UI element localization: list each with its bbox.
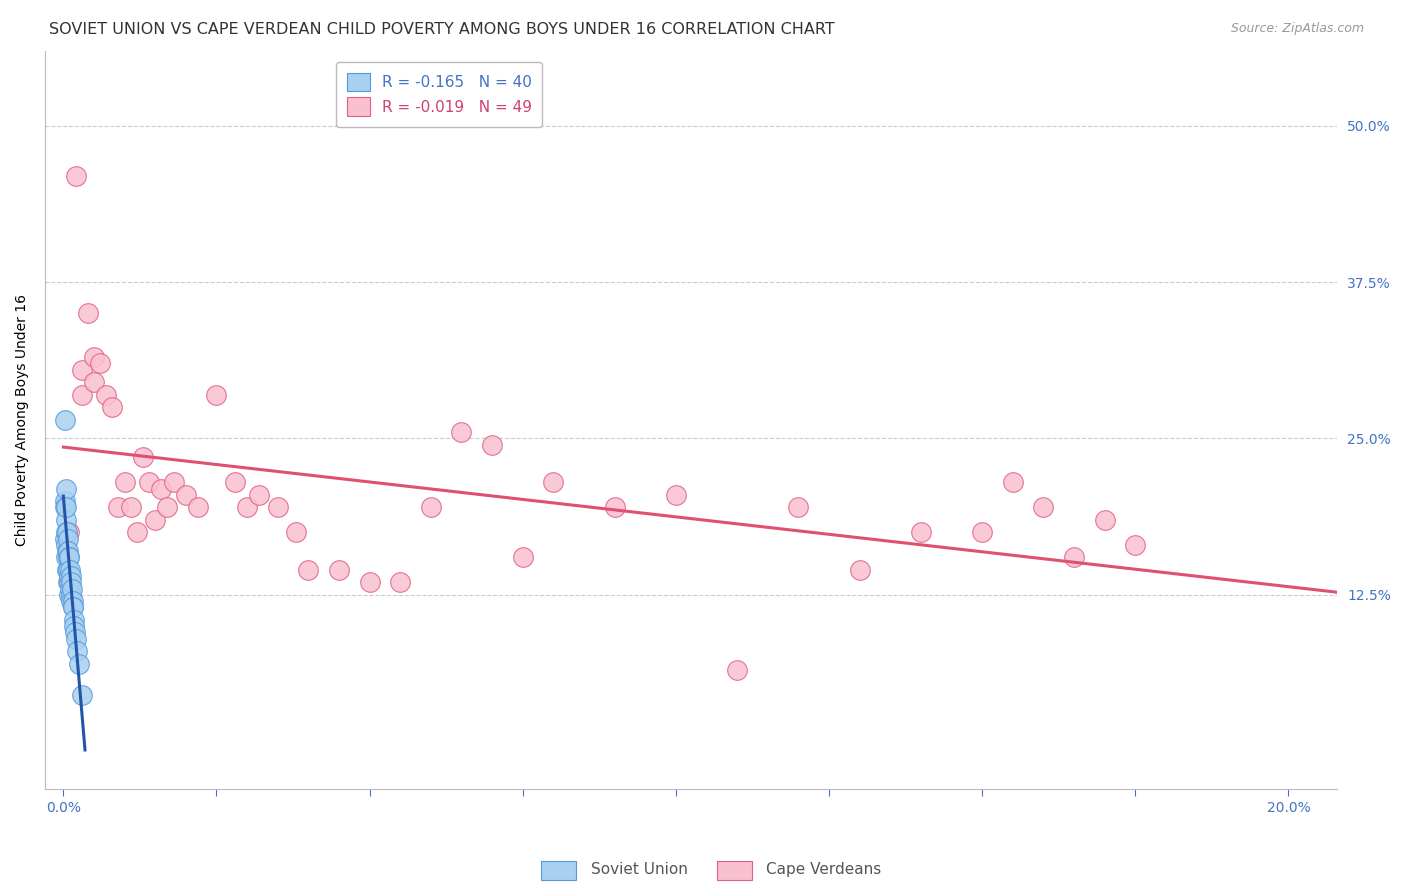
Point (247, 488, 270, 502)
Point (58, 588, 80, 602)
Point (138, 475, 160, 490)
Point (848, 563, 870, 577)
Point (56, 532, 79, 546)
Point (58, 525, 80, 540)
Point (162, 475, 184, 490)
Point (389, 575, 412, 590)
Point (76, 306, 98, 320)
Point (55, 550, 77, 565)
Point (70, 688, 93, 702)
Point (125, 525, 148, 540)
Point (156, 500, 179, 515)
Point (481, 438, 503, 452)
Point (1094, 513, 1116, 527)
Point (328, 563, 350, 577)
Point (53, 500, 76, 515)
Point (297, 563, 319, 577)
Point (53, 532, 76, 546)
Point (89, 356, 111, 370)
Point (1001, 475, 1024, 490)
Point (60, 594, 83, 608)
Point (60, 582, 83, 596)
Point (107, 500, 129, 515)
Point (236, 500, 259, 515)
Point (1063, 550, 1085, 565)
Point (101, 401, 124, 415)
Point (56, 544, 79, 558)
Point (66, 644, 89, 658)
Point (62, 613, 84, 627)
Point (63, 619, 86, 633)
Point (53, 494, 76, 508)
Point (70, 387, 93, 401)
Point (96, 387, 118, 401)
Point (787, 500, 810, 515)
Point (174, 488, 197, 502)
Text: Cape Verdeans: Cape Verdeans (766, 863, 882, 877)
Point (65, 169, 87, 183)
Point (114, 475, 136, 490)
Point (83, 375, 105, 389)
Point (59, 569, 82, 583)
Point (70, 362, 93, 376)
Point (603, 500, 626, 515)
Point (132, 450, 155, 465)
Text: Soviet Union: Soviet Union (591, 863, 688, 877)
Y-axis label: Child Poverty Among Boys Under 16: Child Poverty Among Boys Under 16 (15, 293, 30, 546)
Point (58, 563, 80, 577)
Point (187, 500, 209, 515)
Point (53, 413, 76, 427)
Point (67, 657, 90, 671)
Point (143, 513, 166, 527)
Point (450, 425, 472, 440)
Point (58, 575, 80, 590)
Point (58, 544, 80, 558)
Point (56, 575, 79, 590)
Point (63, 625, 86, 640)
Point (224, 475, 246, 490)
Point (55, 538, 77, 552)
Point (55, 482, 77, 496)
Point (120, 500, 142, 515)
Point (359, 575, 381, 590)
Point (1032, 500, 1054, 515)
Point (59, 588, 82, 602)
Point (55, 500, 77, 515)
Point (83, 350, 105, 364)
Point (665, 488, 688, 502)
Point (972, 525, 994, 540)
Point (59, 563, 82, 577)
Point (60, 575, 83, 590)
Point (205, 387, 228, 401)
Point (56, 563, 79, 577)
Point (543, 475, 565, 490)
Point (55, 525, 77, 540)
Point (62, 600, 84, 615)
Point (150, 482, 173, 496)
Point (419, 500, 441, 515)
Point (910, 525, 932, 540)
Point (56, 550, 79, 565)
Point (267, 500, 290, 515)
Legend: R = -0.165   N = 40, R = -0.019   N = 49: R = -0.165 N = 40, R = -0.019 N = 49 (336, 62, 543, 127)
Point (725, 663, 748, 677)
Point (1123, 538, 1146, 552)
Point (55, 513, 77, 527)
Point (59, 582, 82, 596)
Text: SOVIET UNION VS CAPE VERDEAN CHILD POVERTY AMONG BOYS UNDER 16 CORRELATION CHART: SOVIET UNION VS CAPE VERDEAN CHILD POVER… (49, 22, 835, 37)
Point (58, 550, 80, 565)
Point (512, 550, 534, 565)
Point (58, 569, 80, 583)
Point (62, 594, 84, 608)
Text: Source: ZipAtlas.com: Source: ZipAtlas.com (1230, 22, 1364, 36)
Point (65, 632, 87, 646)
Point (58, 550, 80, 565)
Point (62, 600, 84, 615)
Point (285, 525, 308, 540)
Point (56, 525, 79, 540)
